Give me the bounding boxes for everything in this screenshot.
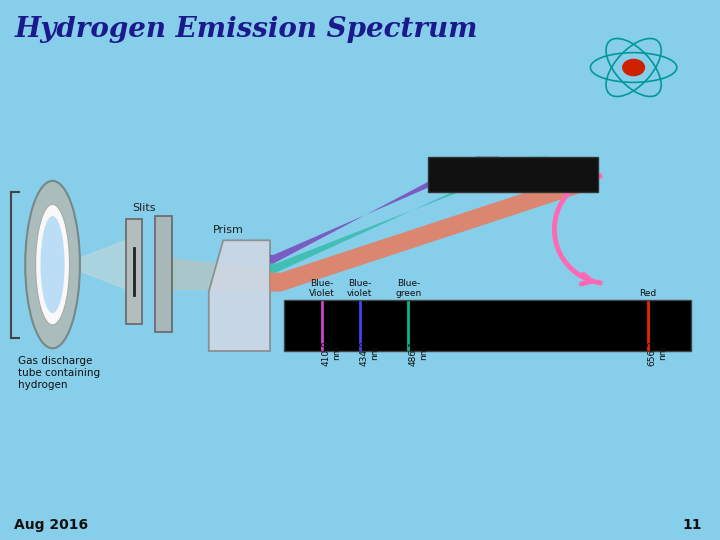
Text: 486.1
nm: 486.1 nm <box>408 340 428 366</box>
Text: Hydrogen Emission Spectrum: Hydrogen Emission Spectrum <box>14 16 478 43</box>
Text: Blue-
violet: Blue- violet <box>347 279 372 298</box>
Circle shape <box>623 59 644 76</box>
Text: Gas discharge
tube containing
hydrogen: Gas discharge tube containing hydrogen <box>18 356 100 389</box>
Polygon shape <box>270 157 500 264</box>
Text: Slits: Slits <box>132 202 156 213</box>
Text: Blue-
green: Blue- green <box>395 279 422 298</box>
Text: 410.0
nm: 410.0 nm <box>322 340 341 366</box>
Polygon shape <box>270 169 598 292</box>
Text: Prism: Prism <box>212 225 243 235</box>
Polygon shape <box>270 157 550 273</box>
Bar <box>126 219 142 324</box>
Text: Red: Red <box>639 289 657 298</box>
Ellipse shape <box>40 216 65 313</box>
Bar <box>284 300 691 351</box>
Ellipse shape <box>35 204 70 325</box>
Text: 656.2
nm: 656.2 nm <box>648 340 667 366</box>
Polygon shape <box>209 240 270 351</box>
Bar <box>155 216 172 332</box>
Text: Aug 2016: Aug 2016 <box>14 518 89 532</box>
Text: 434.0
nm: 434.0 nm <box>360 340 379 366</box>
Ellipse shape <box>25 181 80 348</box>
Polygon shape <box>80 240 126 289</box>
Polygon shape <box>172 259 270 289</box>
Text: 11: 11 <box>683 518 702 532</box>
Bar <box>428 157 598 192</box>
Text: Blue-
Violet: Blue- Violet <box>309 279 335 298</box>
